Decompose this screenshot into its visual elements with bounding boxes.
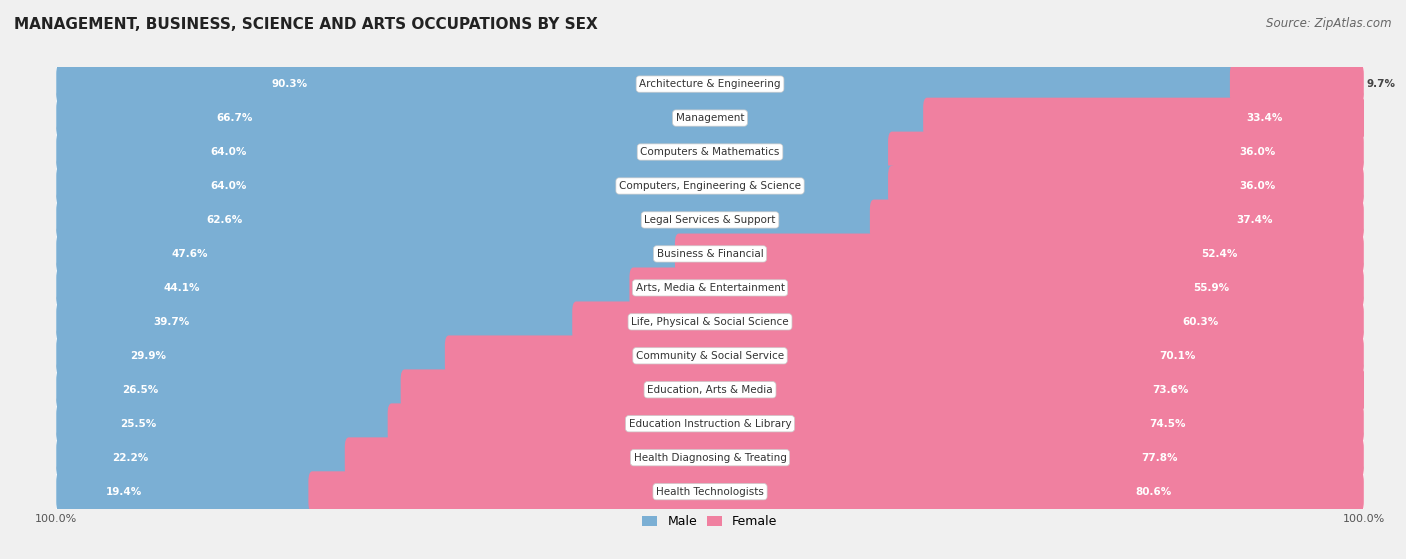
FancyBboxPatch shape [924,98,1365,139]
Text: Management: Management [676,113,744,123]
FancyBboxPatch shape [55,261,1365,315]
Text: Arts, Media & Entertainment: Arts, Media & Entertainment [636,283,785,293]
Text: Computers, Engineering & Science: Computers, Engineering & Science [619,181,801,191]
FancyBboxPatch shape [388,404,1364,444]
Text: 33.4%: 33.4% [1247,113,1284,123]
Text: 26.5%: 26.5% [122,385,159,395]
FancyBboxPatch shape [56,98,931,139]
Legend: Male, Female: Male, Female [637,510,783,533]
Text: Education Instruction & Library: Education Instruction & Library [628,419,792,429]
Text: 36.0%: 36.0% [1240,181,1275,191]
Text: Community & Social Service: Community & Social Service [636,351,785,361]
FancyBboxPatch shape [1230,64,1364,105]
FancyBboxPatch shape [56,471,316,512]
FancyBboxPatch shape [56,335,453,376]
Text: 36.0%: 36.0% [1240,147,1275,157]
Text: Health Technologists: Health Technologists [657,487,763,497]
FancyBboxPatch shape [56,131,896,172]
FancyBboxPatch shape [56,404,395,444]
Text: 9.7%: 9.7% [1367,79,1395,89]
FancyBboxPatch shape [889,165,1364,206]
Text: 66.7%: 66.7% [217,113,253,123]
FancyBboxPatch shape [56,234,683,274]
FancyBboxPatch shape [55,465,1365,519]
Text: 70.1%: 70.1% [1160,351,1197,361]
FancyBboxPatch shape [344,437,1364,478]
FancyBboxPatch shape [56,301,581,342]
Text: 55.9%: 55.9% [1194,283,1229,293]
FancyBboxPatch shape [55,125,1365,179]
Text: 80.6%: 80.6% [1135,487,1171,497]
Text: 73.6%: 73.6% [1153,385,1189,395]
FancyBboxPatch shape [55,227,1365,281]
Text: Education, Arts & Media: Education, Arts & Media [647,385,773,395]
Text: Health Diagnosing & Treating: Health Diagnosing & Treating [634,453,786,463]
Text: Computers & Mathematics: Computers & Mathematics [640,147,780,157]
FancyBboxPatch shape [55,159,1365,213]
FancyBboxPatch shape [56,437,353,478]
FancyBboxPatch shape [870,200,1364,240]
Text: Architecture & Engineering: Architecture & Engineering [640,79,780,89]
Text: MANAGEMENT, BUSINESS, SCIENCE AND ARTS OCCUPATIONS BY SEX: MANAGEMENT, BUSINESS, SCIENCE AND ARTS O… [14,17,598,32]
Text: 62.6%: 62.6% [207,215,243,225]
FancyBboxPatch shape [675,234,1364,274]
FancyBboxPatch shape [56,64,1237,105]
Text: 64.0%: 64.0% [209,147,246,157]
Text: Legal Services & Support: Legal Services & Support [644,215,776,225]
FancyBboxPatch shape [55,295,1365,349]
Text: 60.3%: 60.3% [1182,317,1219,327]
Text: 19.4%: 19.4% [105,487,142,497]
FancyBboxPatch shape [55,57,1365,111]
FancyBboxPatch shape [55,91,1365,145]
FancyBboxPatch shape [56,268,637,308]
Text: 39.7%: 39.7% [153,317,190,327]
Text: Life, Physical & Social Science: Life, Physical & Social Science [631,317,789,327]
FancyBboxPatch shape [55,363,1365,416]
Text: 64.0%: 64.0% [209,181,246,191]
FancyBboxPatch shape [444,335,1364,376]
Text: 90.3%: 90.3% [271,79,308,89]
Text: 77.8%: 77.8% [1142,453,1178,463]
Text: 47.6%: 47.6% [172,249,208,259]
FancyBboxPatch shape [889,131,1364,172]
FancyBboxPatch shape [572,301,1364,342]
Text: 52.4%: 52.4% [1201,249,1237,259]
Text: 29.9%: 29.9% [131,351,166,361]
FancyBboxPatch shape [308,471,1364,512]
Text: 74.5%: 74.5% [1149,419,1185,429]
FancyBboxPatch shape [401,369,1365,410]
Text: Source: ZipAtlas.com: Source: ZipAtlas.com [1267,17,1392,30]
Text: 25.5%: 25.5% [120,419,156,429]
FancyBboxPatch shape [56,369,409,410]
FancyBboxPatch shape [55,193,1365,247]
FancyBboxPatch shape [56,165,896,206]
FancyBboxPatch shape [56,200,877,240]
Text: 37.4%: 37.4% [1236,215,1272,225]
FancyBboxPatch shape [630,268,1364,308]
Text: Business & Financial: Business & Financial [657,249,763,259]
FancyBboxPatch shape [55,397,1365,451]
FancyBboxPatch shape [55,431,1365,485]
Text: 44.1%: 44.1% [163,283,200,293]
FancyBboxPatch shape [55,329,1365,383]
Text: 22.2%: 22.2% [112,453,149,463]
